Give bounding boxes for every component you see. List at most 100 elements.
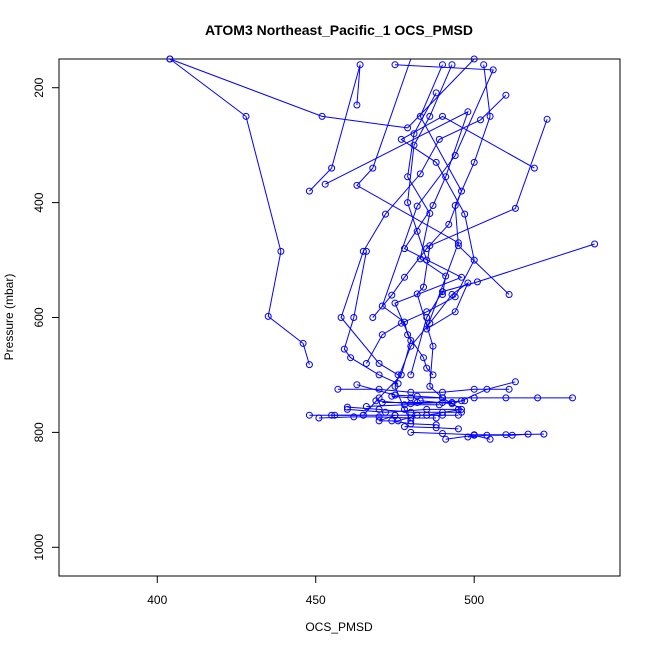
data-point [404,124,412,132]
data-point [343,405,351,413]
data-point [413,202,421,210]
series-0 [166,55,313,369]
data-point [416,255,424,263]
data-point [530,164,538,172]
data-point [401,273,408,281]
data-point [435,401,443,409]
data-point [439,112,446,120]
series-line [340,94,507,376]
data-point [477,116,484,124]
data-point [451,202,459,209]
data-point [397,371,405,379]
series-line [410,243,595,376]
data-point [305,361,313,369]
series-line [169,58,310,365]
data-point [416,170,424,178]
series-line [454,64,510,295]
data-point [362,360,370,367]
data-point [458,187,465,195]
data-point [305,411,313,419]
data-point [375,360,383,367]
data-point [410,130,418,138]
data-point [569,394,576,402]
data-point [445,220,453,228]
data-point [426,112,434,120]
series-12 [407,240,599,379]
data-point [375,413,383,421]
data-point [318,112,326,120]
data-point [534,394,542,402]
series-5 [378,61,497,379]
data-point [458,273,465,281]
y-tick-label: 200 [32,77,46,97]
data-point [413,227,421,235]
series-10 [369,61,465,321]
series-line [356,58,470,422]
series-line [309,64,361,192]
data-point [448,399,456,406]
series-line [343,251,399,385]
data-point [321,180,329,188]
data-point [369,314,377,321]
data-point [423,245,431,253]
series-23 [401,423,462,433]
data-point [388,392,396,400]
series-15 [334,385,513,396]
data-point [353,101,361,109]
data-point [432,158,440,166]
series-11 [451,61,513,298]
data-point [410,141,418,149]
data-point [391,382,399,390]
data-point [407,371,415,379]
data-point [359,411,367,419]
data-point [353,181,361,189]
data-point [391,391,399,399]
data-point [331,411,339,419]
data-point [511,204,519,212]
data-point [439,61,446,69]
series-17 [353,381,446,402]
y-tick-label: 400 [32,192,46,212]
data-point [340,345,348,353]
data-point [359,247,367,255]
data-point [591,240,599,248]
data-point [391,299,399,307]
data-point [378,331,386,339]
data-point [458,397,465,405]
series-line [391,420,437,426]
data-point [486,112,494,120]
chart-title: ATOM3 Northeast_Pacific_1 OCS_PMSD [205,22,473,38]
data-point [454,425,462,433]
series-line [445,434,491,440]
data-point [470,385,478,393]
data-point [464,108,472,116]
data-point [382,210,389,218]
data-point [369,164,377,172]
data-point [505,291,513,298]
data-point [413,290,421,298]
data-point [489,66,497,74]
series-30 [362,401,443,410]
data-point [413,411,421,419]
data-point [388,291,396,299]
data-point [397,319,405,327]
data-point [439,411,446,419]
data-point [439,394,446,402]
data-point [401,245,408,253]
data-point [461,210,469,218]
data-point [299,339,307,347]
data-point [508,431,516,439]
x-tick-label: 400 [147,593,167,607]
series-line [407,92,447,295]
data-point [543,115,551,123]
data-point [407,428,415,436]
y-axis-label: Pressure (mbar) [2,274,16,361]
data-point [470,256,478,264]
data-point [382,408,389,416]
data-point [343,403,351,411]
data-point [439,288,446,296]
data-point [347,354,355,362]
data-point [429,202,437,209]
data-point [362,403,370,410]
